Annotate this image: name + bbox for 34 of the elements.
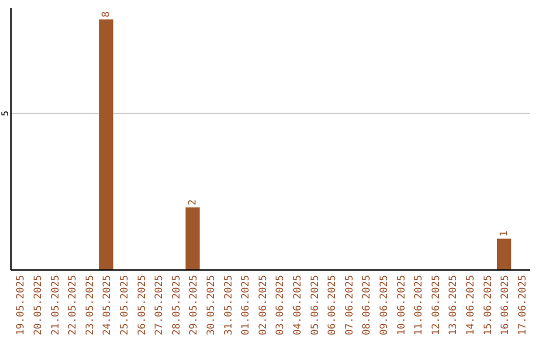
x-tick-label: 03.06.2025: [275, 275, 286, 336]
x-tick-label: 31.05.2025: [223, 275, 234, 336]
x-tick-label: 17.06.2025: [517, 275, 528, 336]
x-tick-label: 01.06.2025: [240, 275, 252, 336]
x-tick-label: 22.05.2025: [68, 275, 79, 336]
data-label: 2: [188, 199, 199, 206]
x-tick-label: 14.06.2025: [465, 275, 476, 336]
x-tick-label: 16.06.2025: [500, 275, 512, 336]
x-tick-label: 21.05.2025: [50, 275, 62, 336]
x-tick-label: 10.06.2025: [396, 275, 408, 336]
x-tick-label: 12.06.2025: [430, 275, 442, 336]
x-tick-label: 04.06.2025: [292, 275, 304, 336]
x-tick-label: 13.06.2025: [448, 275, 460, 336]
x-tick-label: 24.05.2025: [102, 275, 114, 336]
x-tick-label: 20.05.2025: [32, 275, 44, 336]
x-tick-label: 30.05.2025: [206, 275, 217, 336]
x-tick-label: 08.06.2025: [362, 275, 373, 336]
x-tick-label: 27.05.2025: [154, 275, 166, 336]
y-tick-label: 5: [1, 110, 11, 116]
x-tick-label: 19.05.2025: [16, 275, 27, 336]
x-tick-label: 06.06.2025: [327, 275, 338, 336]
x-tick-label: 25.05.2025: [119, 275, 130, 336]
x-tick-label: 05.06.2025: [310, 275, 321, 336]
data-label: 8: [101, 11, 112, 18]
x-tick-label: 11.06.2025: [414, 275, 425, 336]
x-tick-label: 09.06.2025: [378, 275, 390, 336]
x-tick-label: 26.05.2025: [136, 275, 148, 336]
x-tick-label: 15.06.2025: [482, 275, 494, 336]
x-tick-label: 23.05.2025: [84, 275, 96, 336]
data-label: 1: [499, 230, 510, 237]
x-tick-label: 29.05.2025: [188, 275, 200, 336]
x-tick-label: 02.06.2025: [258, 275, 269, 336]
x-tick-label: 28.05.2025: [171, 275, 182, 336]
x-tick-label: 07.06.2025: [344, 275, 356, 336]
